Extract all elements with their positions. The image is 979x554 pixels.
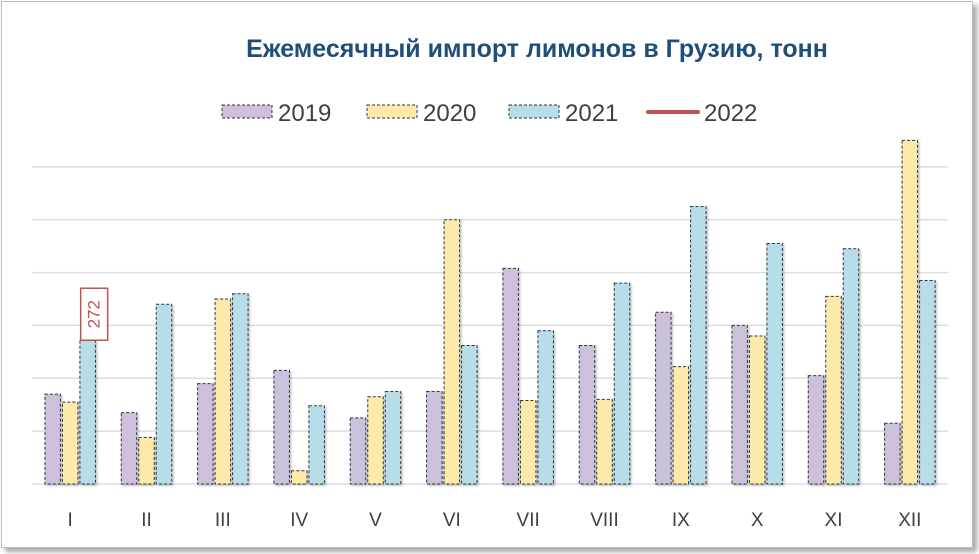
bar-2021-III [232, 293, 249, 485]
bar-2021-VIII [613, 282, 631, 485]
legend-label-2022: 2022 [704, 100, 757, 127]
data-label-text: 272 [85, 300, 104, 328]
legend-item-2019: 2019 [221, 100, 331, 127]
legend-label-2020: 2020 [423, 100, 476, 127]
bar-2021-I [79, 339, 96, 485]
bar-2021-VI [461, 345, 478, 485]
x-tick-XI: XI [825, 510, 843, 531]
bar-2020-VII [519, 399, 537, 485]
bar-2020-IX [672, 366, 690, 485]
bar-2020-VIII [596, 398, 613, 485]
x-axis-tick-labels: I II III IV V VI VII VIII IX X XI XII [68, 510, 922, 531]
bar-2019-I [44, 393, 61, 485]
bar-2021-XII [919, 280, 936, 485]
bar-2020-X [748, 335, 766, 485]
legend-swatch-2019 [221, 104, 273, 119]
bar-2019-X [731, 324, 748, 485]
x-tick-IX: IX [672, 510, 690, 531]
bar-2019-XI [807, 375, 825, 485]
legend-item-2022: 2022 [646, 100, 757, 127]
bar-2019-VI [426, 391, 443, 485]
bar-2019-IV [273, 369, 290, 485]
legend-swatch-2021 [508, 104, 560, 119]
x-tick-VIII: VIII [590, 510, 619, 531]
legend-item-2020: 2020 [366, 100, 476, 127]
bar-2019-XII [884, 422, 901, 485]
x-tick-VI: VI [443, 510, 461, 531]
bar-2020-III [214, 298, 232, 485]
chart-legend: 2019 2020 2021 2022 [221, 100, 757, 127]
x-tick-V: V [369, 510, 382, 531]
bar-2021-IV [308, 405, 325, 485]
bar-2019-II [120, 412, 138, 485]
chart-gridlines [32, 166, 948, 485]
chart-bars [44, 139, 936, 485]
x-tick-X: X [751, 510, 764, 531]
bar-2020-II [138, 436, 155, 485]
bar-2019-V [349, 417, 367, 485]
bar-2020-I [61, 401, 79, 485]
bar-2021-V [384, 391, 402, 485]
x-tick-III: III [215, 510, 231, 531]
x-tick-I: I [68, 510, 73, 531]
bar-2020-V [367, 396, 384, 485]
bar-2020-IV [290, 470, 308, 485]
bar-2019-III [197, 383, 214, 485]
bar-2019-VIII [578, 345, 596, 485]
bar-2020-XII [901, 139, 919, 485]
legend-item-2021: 2021 [508, 100, 618, 127]
bar-2019-IX [655, 311, 672, 485]
bar-2020-VI [443, 219, 461, 485]
legend-swatch-2020 [366, 104, 418, 119]
bar-2021-XI [842, 248, 860, 485]
bar-2020-XI [825, 295, 842, 485]
x-tick-VII: VII [517, 510, 540, 531]
x-tick-IV: IV [290, 510, 308, 531]
x-tick-II: II [141, 510, 152, 531]
data-label-box [79, 287, 109, 341]
legend-label-2019: 2019 [278, 100, 331, 127]
legend-label-2021: 2021 [565, 100, 618, 127]
bar-2021-IX [690, 206, 707, 485]
data-labels: 272 [79, 287, 109, 341]
bar-2021-VII [537, 330, 554, 485]
bar-2019-VII [502, 267, 519, 485]
bar-2021-X [766, 243, 783, 485]
x-tick-XII: XII [898, 510, 921, 531]
chart-title: Ежемесячный импорт лимонов в Грузию, тон… [246, 35, 828, 63]
data-label-2022-I: 272 [79, 287, 109, 341]
bar-2021-II [155, 303, 173, 485]
